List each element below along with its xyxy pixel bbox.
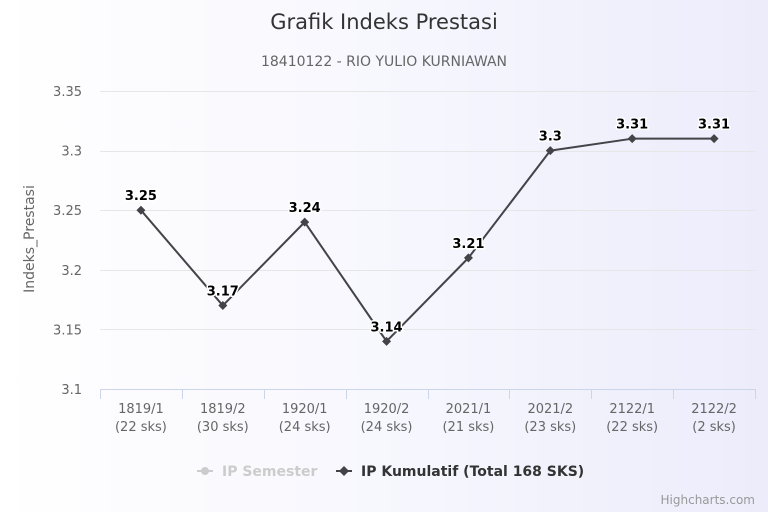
series-line bbox=[140, 137, 715, 343]
x-tick-label: 2122/2 (2 sks) bbox=[691, 402, 737, 435]
y-tick-label: 3.25 bbox=[53, 204, 82, 219]
data-point-marker[interactable] bbox=[382, 336, 392, 346]
x-axis-ticks: 1819/1 (22 sks) 1819/2 (30 sks) 1920/1 (24 sk… bbox=[115, 402, 737, 435]
y-tick-label: 3.35 bbox=[53, 85, 82, 100]
x-tick-label-line: 2021/1 bbox=[446, 402, 492, 417]
data-label: 3.21 bbox=[452, 237, 484, 252]
data-label: 3.14 bbox=[371, 320, 403, 335]
data-point-marker[interactable] bbox=[463, 253, 473, 263]
circle-marker-icon bbox=[201, 467, 209, 475]
y-tick-label: 3.3 bbox=[61, 145, 82, 160]
data-point-marker[interactable] bbox=[545, 146, 555, 156]
x-tick-label-line: (22 sks) bbox=[606, 420, 658, 435]
x-tick-label-line: (22 sks) bbox=[115, 420, 167, 435]
data-label: 3.25 bbox=[125, 189, 157, 204]
y-axis-ticks: 3.1 3.15 3.2 3.25 3.3 3.35 bbox=[53, 85, 82, 398]
series-ip-kumulatif[interactable] bbox=[136, 134, 719, 346]
legend: IP Semester IP Kumulatif (Total 168 SKS) bbox=[197, 464, 584, 480]
chart-subtitle: 18410122 - RIO YULIO KURNIAWAN bbox=[261, 54, 507, 70]
chart-title: Grafik Indeks Prestasi bbox=[270, 10, 498, 34]
x-tick-label-line: 1819/1 bbox=[118, 402, 164, 417]
data-point-marker[interactable] bbox=[709, 134, 719, 144]
legend-label-ip-semester: IP Semester bbox=[222, 464, 318, 480]
credits-link[interactable]: Highcharts.com bbox=[661, 493, 755, 507]
legend-label-ip-kumulatif: IP Kumulatif (Total 168 SKS) bbox=[361, 464, 584, 480]
legend-item-ip-kumulatif[interactable]: IP Kumulatif (Total 168 SKS) bbox=[336, 464, 584, 480]
data-point-marker[interactable] bbox=[627, 134, 637, 144]
x-axis bbox=[100, 389, 756, 399]
x-tick-label: 1819/2 (30 sks) bbox=[197, 402, 249, 435]
data-point-marker[interactable] bbox=[300, 217, 310, 227]
x-tick-label: 2021/2 (23 sks) bbox=[524, 402, 576, 435]
x-tick-label: 2122/1 (22 sks) bbox=[606, 402, 658, 435]
x-tick-label: 1819/1 (22 sks) bbox=[115, 402, 167, 435]
x-tick-label-line: 1920/2 bbox=[364, 402, 410, 417]
x-tick-label-line: 2122/2 bbox=[691, 402, 737, 417]
data-label: 3.3 bbox=[539, 130, 562, 145]
data-point-marker[interactable] bbox=[136, 205, 146, 215]
data-label: 3.17 bbox=[207, 285, 239, 300]
x-tick-label: 1920/2 (24 sks) bbox=[361, 402, 413, 435]
grid-lines bbox=[100, 91, 755, 330]
data-point-marker[interactable] bbox=[218, 301, 228, 311]
x-tick-label-line: 2122/1 bbox=[609, 402, 655, 417]
data-labels: 3.25 3.17 3.24 3.14 3.21 3.3 3.31 3.31 bbox=[123, 116, 731, 337]
data-label: 3.31 bbox=[698, 118, 730, 133]
x-tick-label-line: (24 sks) bbox=[361, 420, 413, 435]
x-tick-label: 2021/1 (21 sks) bbox=[442, 402, 494, 435]
x-tick-label-line: 1920/1 bbox=[282, 402, 328, 417]
y-tick-label: 3.2 bbox=[61, 264, 82, 279]
data-label: 3.24 bbox=[289, 201, 321, 216]
x-tick-label-line: (23 sks) bbox=[524, 420, 576, 435]
x-tick-label-line: 1819/2 bbox=[200, 402, 246, 417]
y-tick-label: 3.1 bbox=[61, 383, 82, 398]
x-tick-label-line: (24 sks) bbox=[279, 420, 331, 435]
x-tick-label-line: (2 sks) bbox=[692, 420, 736, 435]
x-tick-label-line: (30 sks) bbox=[197, 420, 249, 435]
x-tick-label-line: 2021/2 bbox=[527, 402, 573, 417]
diamond-marker-icon bbox=[339, 466, 349, 476]
x-tick-label: 1920/1 (24 sks) bbox=[279, 402, 331, 435]
data-label: 3.31 bbox=[616, 118, 648, 133]
y-axis-label: Indeks_Prestasi bbox=[22, 185, 38, 293]
y-tick-label: 3.15 bbox=[53, 323, 82, 338]
legend-item-ip-semester[interactable]: IP Semester bbox=[197, 464, 318, 480]
x-tick-label-line: (21 sks) bbox=[442, 420, 494, 435]
